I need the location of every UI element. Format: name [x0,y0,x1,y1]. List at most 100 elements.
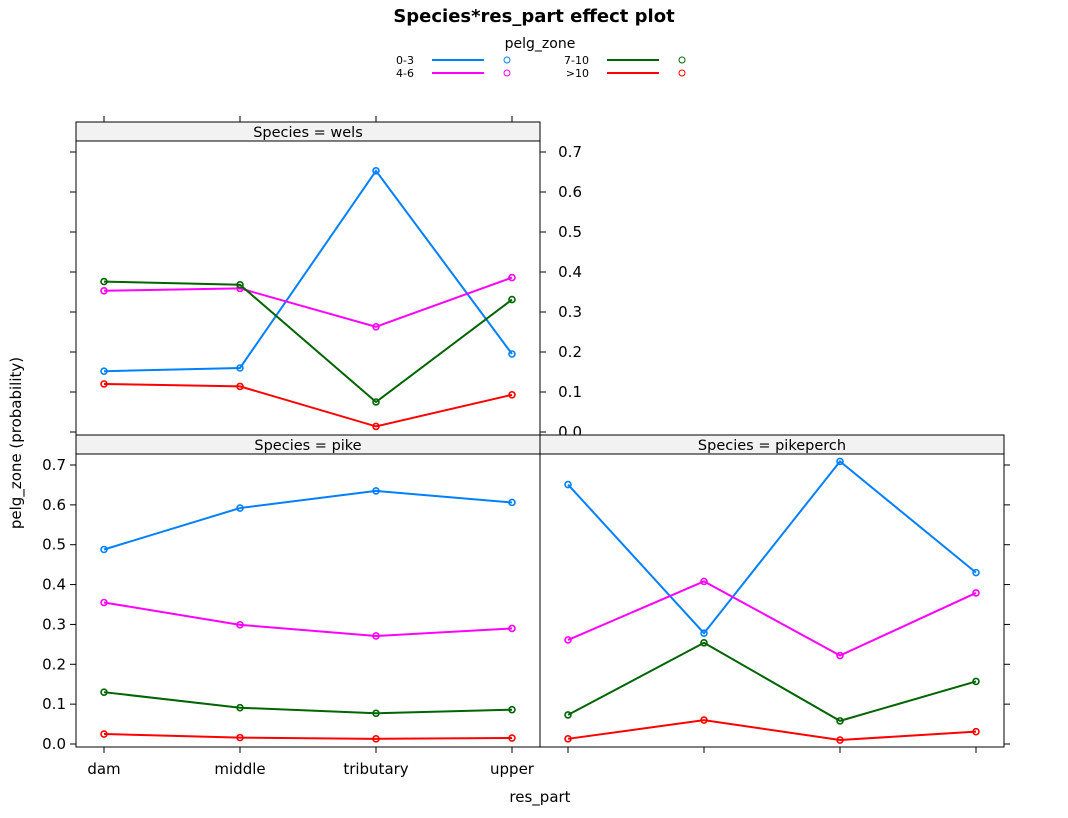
x-tick-label: upper [490,760,535,778]
series-line [567,641,977,722]
x-tick-label: dam [87,760,120,778]
series-line [103,733,513,740]
data-point [372,167,380,175]
data-point [508,705,516,714]
data-point [372,487,380,495]
data-point [700,638,708,647]
panel: Species = pike 0.0 0.1 0.2 0.3 0.4 0.5 0.6 0.7 da… [42,434,541,778]
series-line [103,383,513,428]
data-point [836,651,844,660]
data-point [236,364,244,372]
panel: Species = pikeperch [539,434,1010,753]
data-point [564,735,572,743]
legend-title: pelg_zone [505,36,576,52]
data-point [372,422,380,431]
data-point [508,498,516,507]
x-axis-label: res_part [509,788,570,807]
data-point [508,350,516,358]
y-axis-label: pelg_zone (probability) [7,357,26,529]
data-point [100,598,108,607]
legend-label: 4-6 [396,67,414,80]
series-line [103,601,513,637]
data-point [236,504,244,512]
y-tick-label: 0.7 [42,456,66,474]
data-point [508,624,516,633]
data-point [100,545,108,554]
data-point [564,480,572,489]
legend-point [503,56,511,64]
y-tick-label: 0.6 [42,496,66,514]
data-point [700,577,708,586]
panel-strip-label: Species = wels [253,125,363,141]
series-line [103,276,513,328]
panels: Species = wels0.00.10.20.30.40.50.60.7Sp… [42,116,1010,778]
data-point [972,589,980,597]
y-tick-label: 0.5 [558,223,582,241]
series-line [103,691,513,715]
panel-frame [539,453,1005,748]
data-point [100,367,108,376]
data-point [836,717,844,725]
data-point [700,716,708,724]
data-point [236,382,244,391]
data-point [508,390,516,399]
data-point [508,295,516,304]
data-point [100,730,108,738]
data-point [100,286,108,295]
data-point [236,703,244,712]
series-line [103,169,513,373]
y-tick-label: 0.7 [558,143,582,161]
data-point [236,621,244,629]
data-point [564,711,572,719]
chart-title: Species*res_part effect plot [393,6,675,27]
data-point [100,688,108,696]
data-point [508,273,516,282]
y-tick-label: 0.4 [42,576,66,594]
legend-label: >10 [566,67,589,80]
y-tick-label: 0.3 [558,303,582,321]
data-point [972,568,980,577]
y-tick-label: 0.2 [42,655,66,673]
data-point [372,709,380,718]
y-tick-label: 0.2 [558,343,582,361]
data-point [236,733,244,742]
panel-strip-label: Species = pike [254,438,361,454]
panel-frame [75,140,541,436]
data-point [972,677,980,686]
y-tick-label: 0.4 [558,263,582,281]
x-tick-label: middle [214,760,265,778]
y-tick-label: 0.0 [42,735,66,753]
data-point [100,277,108,286]
y-tick-label: 0.6 [558,183,582,201]
data-point [700,629,708,637]
data-point [372,735,380,743]
data-point [972,727,980,736]
data-point [100,380,108,388]
data-point [372,398,380,406]
data-point [508,734,516,742]
series-line [567,580,977,657]
x-tick-label: tributary [343,760,408,778]
data-point [372,322,380,331]
legend-label: 7-10 [564,54,589,67]
data-point [236,280,244,289]
y-tick-label: 0.1 [558,383,582,401]
y-tick-label: 0.3 [42,615,66,633]
y-tick-label: 0.1 [42,695,66,713]
series-line [567,459,977,635]
legend-point [678,69,686,77]
legend-point [678,56,686,64]
data-point [836,457,844,466]
legend-point [503,69,511,77]
data-point [372,632,380,640]
legend: pelg_zone 0-34-6 7-10>10 [396,36,686,80]
legend-label: 0-3 [396,54,414,67]
data-point [836,736,844,744]
series-line [567,719,977,742]
y-tick-label: 0.5 [42,536,66,554]
series-line [103,489,513,551]
series-line [103,280,513,404]
data-point [564,636,572,644]
